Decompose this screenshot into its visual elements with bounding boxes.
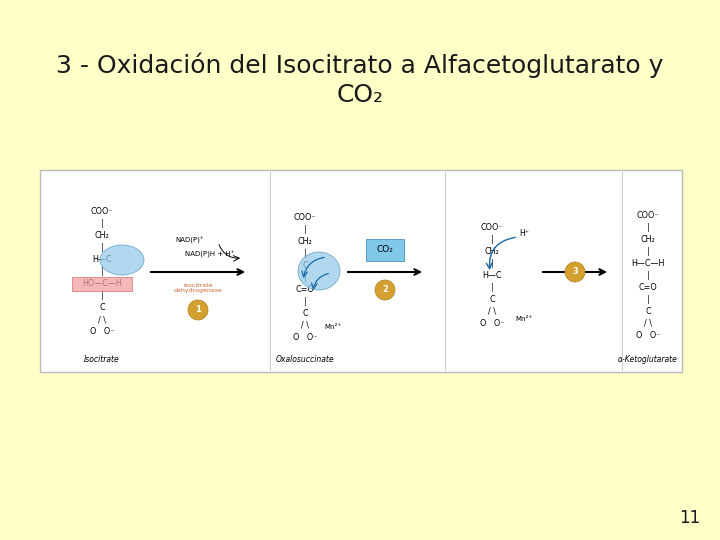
Text: O   O⁻: O O⁻ bbox=[636, 330, 660, 340]
Text: C=O: C=O bbox=[639, 282, 657, 292]
Text: |: | bbox=[647, 271, 649, 280]
Text: NAD(P)⁺: NAD(P)⁺ bbox=[176, 237, 204, 244]
Text: isocitrate
dehydrogenase: isocitrate dehydrogenase bbox=[174, 282, 222, 293]
Text: C: C bbox=[302, 308, 308, 318]
FancyBboxPatch shape bbox=[366, 239, 404, 261]
Text: COO⁻: COO⁻ bbox=[294, 213, 316, 221]
Text: |: | bbox=[491, 259, 493, 267]
Text: |: | bbox=[647, 294, 649, 303]
Text: COO⁻: COO⁻ bbox=[481, 222, 503, 232]
Text: CO₂: CO₂ bbox=[377, 246, 393, 254]
Text: / \: / \ bbox=[98, 315, 106, 325]
Text: |: | bbox=[647, 222, 649, 232]
Text: α-Ketoglutarate: α-Ketoglutarate bbox=[618, 355, 678, 364]
Text: |: | bbox=[491, 234, 493, 244]
Text: |: | bbox=[304, 225, 306, 233]
Text: |: | bbox=[304, 296, 306, 306]
Text: CH₂: CH₂ bbox=[485, 246, 500, 255]
Text: 2: 2 bbox=[382, 286, 388, 294]
Ellipse shape bbox=[100, 245, 144, 275]
Text: H⁺: H⁺ bbox=[519, 228, 529, 238]
Text: NAD(P)H + H⁺: NAD(P)H + H⁺ bbox=[185, 251, 235, 258]
Text: O   O⁻: O O⁻ bbox=[293, 333, 318, 341]
Text: Isocitrate: Isocitrate bbox=[84, 355, 120, 364]
FancyBboxPatch shape bbox=[40, 170, 682, 372]
Text: |: | bbox=[101, 244, 103, 253]
Text: Oxalosuccinate: Oxalosuccinate bbox=[276, 355, 334, 364]
Text: |: | bbox=[304, 248, 306, 258]
Text: Mn²⁺: Mn²⁺ bbox=[325, 324, 341, 330]
Text: C: C bbox=[99, 303, 105, 313]
Ellipse shape bbox=[298, 252, 340, 290]
Text: |: | bbox=[647, 246, 649, 255]
Text: |: | bbox=[304, 273, 306, 281]
Text: |: | bbox=[101, 292, 103, 300]
Circle shape bbox=[565, 262, 585, 282]
Text: C: C bbox=[645, 307, 651, 315]
Text: O   O⁻: O O⁻ bbox=[90, 327, 114, 336]
Text: CH₂: CH₂ bbox=[297, 237, 312, 246]
Text: C=O: C=O bbox=[296, 285, 315, 294]
Text: / \: / \ bbox=[644, 319, 652, 327]
Text: C: C bbox=[302, 260, 308, 269]
Text: HO—C—H: HO—C—H bbox=[82, 280, 122, 288]
Text: 3: 3 bbox=[572, 267, 578, 276]
Text: 1: 1 bbox=[195, 306, 201, 314]
Text: H—C: H—C bbox=[482, 271, 502, 280]
FancyBboxPatch shape bbox=[72, 277, 132, 291]
Text: CH₂: CH₂ bbox=[94, 232, 109, 240]
Text: O   O⁻: O O⁻ bbox=[480, 319, 504, 327]
Text: H—C—H: H—C—H bbox=[631, 259, 665, 267]
Text: H—C: H—C bbox=[92, 255, 112, 265]
Text: |: | bbox=[491, 282, 493, 292]
Text: CO₂: CO₂ bbox=[336, 83, 384, 107]
Text: C: C bbox=[489, 294, 495, 303]
Text: COO⁻: COO⁻ bbox=[91, 207, 113, 217]
Text: / \: / \ bbox=[488, 307, 496, 315]
Text: |: | bbox=[101, 267, 103, 276]
Text: / \: / \ bbox=[301, 321, 309, 329]
Text: 3 - Oxidación del Isocitrato a Alfacetoglutarato y: 3 - Oxidación del Isocitrato a Alfacetog… bbox=[56, 52, 664, 78]
Text: Mn²⁺: Mn²⁺ bbox=[516, 316, 533, 322]
Text: 11: 11 bbox=[679, 509, 700, 527]
Circle shape bbox=[188, 300, 208, 320]
Text: CH₂: CH₂ bbox=[641, 234, 655, 244]
Text: |: | bbox=[101, 219, 103, 228]
Text: COO⁻: COO⁻ bbox=[636, 211, 660, 219]
Circle shape bbox=[375, 280, 395, 300]
